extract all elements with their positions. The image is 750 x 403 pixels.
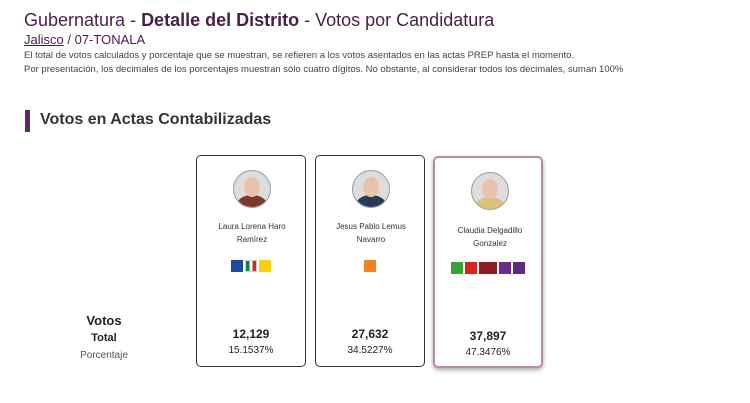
candidate-card[interactable]: Claudia Delgadillo Gonzalez 37,897 47.34… <box>433 156 543 368</box>
party-logo <box>513 262 525 274</box>
breadcrumb: Jalisco / 07-TONALA <box>24 32 145 47</box>
total-label: Total <box>91 332 117 344</box>
title-suffix: - Votos por Candidatura <box>299 10 495 30</box>
candidate-percentage: 47.3476% <box>465 347 511 358</box>
percentage-label: Porcentaje <box>80 350 128 361</box>
avatar <box>233 170 271 208</box>
candidate-name: Laura Lorena Haro Ramírez <box>218 222 286 244</box>
note: El total de votos calculados y porcentaj… <box>24 50 575 61</box>
avatar <box>471 172 509 210</box>
title-prefix: Gubernatura - <box>24 10 142 30</box>
party-logos <box>197 260 305 272</box>
party-logo <box>364 260 376 272</box>
votes-label: Votos <box>86 313 122 328</box>
candidate-percentage: 15.1537% <box>228 345 274 356</box>
party-logo <box>499 262 511 274</box>
party-logo <box>245 260 257 272</box>
district: / 07-TONALA <box>63 32 146 47</box>
page-title: Gubernatura - Detalle del Distrito - Vot… <box>24 10 494 31</box>
candidate-votes: 37,897 <box>469 329 507 343</box>
party-logo <box>451 262 463 274</box>
avatar <box>352 170 390 208</box>
section-title: Votos en Actas Contabilizadas <box>40 111 272 128</box>
party-logo <box>231 260 243 272</box>
candidate-card[interactable]: Jesus Pablo Lemus Navarro 27,632 34.5227… <box>315 155 425 367</box>
section-bar <box>25 110 30 132</box>
party-logos <box>435 262 541 274</box>
party-logo <box>479 262 497 274</box>
candidate-card[interactable]: Laura Lorena Haro Ramírez 12,129 15.1537… <box>196 155 306 367</box>
candidate-votes: 27,632 <box>351 327 389 341</box>
candidate-name: Claudia Delgadillo Gonzalez <box>457 226 523 248</box>
candidate-percentage: 34.5227% <box>347 345 393 356</box>
candidate-votes: 12,129 <box>232 327 270 341</box>
title-main: Detalle del Distrito <box>141 10 300 30</box>
candidate-name: Jesus Pablo Lemus Navarro <box>336 222 406 244</box>
party-logo <box>259 260 271 272</box>
state-link[interactable]: Jalisco <box>24 32 64 47</box>
note: Por presentación, los decimales de los p… <box>24 64 624 75</box>
party-logo <box>465 262 477 274</box>
party-logos <box>316 260 424 272</box>
